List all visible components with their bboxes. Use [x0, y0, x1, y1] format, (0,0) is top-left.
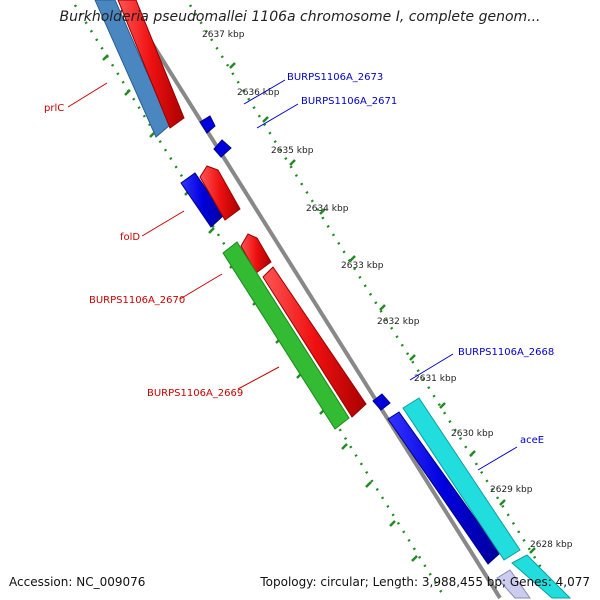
- aceE-feature[interactable]: [402, 397, 521, 561]
- feature-red-top[interactable]: [117, 0, 185, 129]
- gene-label-burps2671[interactable]: BURPS1106A_2671: [301, 96, 397, 107]
- gene-label-aceE[interactable]: aceE: [520, 435, 544, 446]
- gene-label-burps2670[interactable]: BURPS1106A_2670: [89, 295, 185, 306]
- burps2670-leader: [179, 273, 223, 300]
- aceE-leader: [477, 446, 518, 471]
- tick-label: 2635 kbp: [271, 146, 314, 156]
- burps2673-feature[interactable]: [199, 115, 216, 134]
- kbp-tick-labels: 2637 kbp 2636 kbp 2635 kbp 2634 kbp 2633…: [202, 30, 573, 550]
- map-title: Burkholderia pseudomallei 1106a chromoso…: [59, 9, 541, 25]
- accession-text: Accession: NC_009076: [9, 575, 146, 589]
- tick-label: 2632 kbp: [377, 317, 420, 327]
- tick-label: 2633 kbp: [341, 261, 384, 271]
- burps2668-leader: [409, 353, 454, 381]
- folD-leader: [141, 210, 185, 237]
- right-tick-marks: [229, 62, 536, 554]
- left-gene-labels: prlC folD BURPS1106A_2670 BURPS1106A_266…: [44, 82, 280, 399]
- gene-label-folD[interactable]: folD: [120, 232, 140, 243]
- gene-label-burps2668[interactable]: BURPS1106A_2668: [458, 347, 554, 358]
- genome-backbone: [123, 0, 502, 600]
- burps2669-feature[interactable]: [222, 241, 350, 430]
- genome-summary-text: Topology: circular; Length: 3,988,455 bp…: [260, 575, 590, 589]
- right-gene-labels: BURPS1106A_2673 BURPS1106A_2671 BURPS110…: [243, 72, 554, 471]
- burps2673-leader: [243, 79, 286, 105]
- tick-label: 2631 kbp: [414, 374, 457, 384]
- gene-label-prlC[interactable]: prlC: [44, 103, 64, 114]
- tick-label: 2634 kbp: [306, 204, 349, 214]
- prlC-leader: [67, 82, 108, 108]
- folD-feature[interactable]: [199, 165, 241, 221]
- tick-label: 2636 kbp: [237, 88, 280, 98]
- burps2668-feature[interactable]: [372, 393, 391, 411]
- tick-label: 2629 kbp: [490, 485, 533, 495]
- burps2671-leader: [256, 103, 299, 129]
- tick-label: 2637 kbp: [202, 30, 245, 40]
- tick-label: 2630 kbp: [451, 429, 494, 439]
- tick-label: 2628 kbp: [530, 540, 573, 550]
- bottom-cyan-feature[interactable]: [511, 554, 572, 599]
- burps2671-feature[interactable]: [213, 139, 232, 158]
- red-long-feature[interactable]: [262, 266, 367, 418]
- burps2669-leader: [237, 366, 280, 390]
- bottom-light-feature[interactable]: [496, 569, 531, 599]
- gene-label-burps2673[interactable]: BURPS1106A_2673: [287, 72, 383, 83]
- gene-label-burps2669[interactable]: BURPS1106A_2669: [147, 388, 243, 399]
